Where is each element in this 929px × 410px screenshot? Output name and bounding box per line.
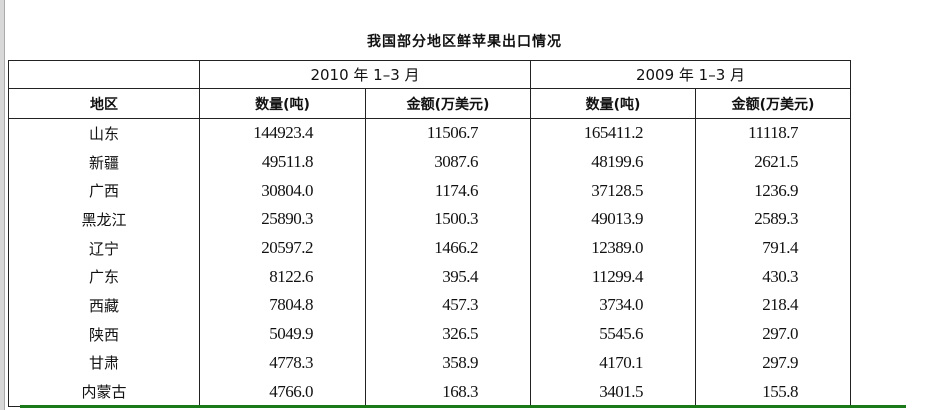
qty-2009-cell: 3401.5 xyxy=(530,377,696,407)
qty-2010-cell: 7804.8 xyxy=(199,291,366,320)
amt-2010-cell: 168.3 xyxy=(365,377,531,407)
table-row: 辽宁 20597.2 1466.2 12389.0 791.4 xyxy=(8,233,851,263)
qty-2010-cell: 4766.0 xyxy=(199,377,366,407)
amt-2010-cell: 326.5 xyxy=(365,319,531,349)
amt-2009-cell: 2589.3 xyxy=(695,205,851,234)
region-cell: 山东 xyxy=(8,118,200,148)
apple-export-table: 2010 年 1–3 月 2009 年 1–3 月 地区 数量(吨) 金额(万美… xyxy=(8,60,851,407)
qty-2010-cell: 25890.3 xyxy=(199,205,366,234)
column-header-row: 地区 数量(吨) 金额(万美元) 数量(吨) 金额(万美元) xyxy=(8,88,851,119)
amt-2010-header: 金额(万美元) xyxy=(365,88,531,119)
table-row: 新疆 49511.8 3087.6 48199.6 2621.5 xyxy=(8,147,851,177)
period-2010-header: 2010 年 1–3 月 xyxy=(199,60,531,89)
amt-2010-cell: 358.9 xyxy=(365,348,531,378)
period-2009-header: 2009 年 1–3 月 xyxy=(530,60,851,89)
qty-2009-cell: 49013.9 xyxy=(530,205,696,234)
table-title: 我国部分地区鲜苹果出口情况 xyxy=(367,34,562,50)
qty-2010-cell: 144923.4 xyxy=(199,118,366,148)
qty-2010-cell: 49511.8 xyxy=(199,147,366,177)
amt-2009-cell: 297.0 xyxy=(695,319,851,349)
amt-2010-cell: 11506.7 xyxy=(365,118,531,148)
amt-2010-cell: 457.3 xyxy=(365,291,531,320)
region-cell: 广西 xyxy=(8,176,200,206)
table-row: 广东 8122.6 395.4 11299.4 430.3 xyxy=(8,262,851,292)
amt-2010-cell: 395.4 xyxy=(365,262,531,292)
region-cell: 辽宁 xyxy=(8,233,200,263)
amt-2009-header: 金额(万美元) xyxy=(695,88,851,119)
region-header: 地区 xyxy=(8,88,200,119)
qty-2009-cell: 48199.6 xyxy=(530,147,696,177)
amt-2010-cell: 1466.2 xyxy=(365,233,531,263)
qty-2009-cell: 3734.0 xyxy=(530,291,696,320)
amt-2010-cell: 3087.6 xyxy=(365,147,531,177)
qty-2009-cell: 11299.4 xyxy=(530,262,696,292)
qty-2009-cell: 37128.5 xyxy=(530,176,696,206)
amt-2009-cell: 791.4 xyxy=(695,233,851,263)
qty-2009-cell: 165411.2 xyxy=(530,118,696,148)
qty-2010-cell: 4778.3 xyxy=(199,348,366,378)
amt-2009-cell: 11118.7 xyxy=(695,118,851,148)
period-header-row: 2010 年 1–3 月 2009 年 1–3 月 xyxy=(8,60,851,89)
region-cell: 甘肃 xyxy=(8,348,200,378)
table-row: 黑龙江 25890.3 1500.3 49013.9 2589.3 xyxy=(8,205,851,234)
qty-2009-cell: 5545.6 xyxy=(530,319,696,349)
region-cell: 西藏 xyxy=(8,291,200,320)
green-divider-line xyxy=(20,405,906,408)
amt-2009-cell: 430.3 xyxy=(695,262,851,292)
table-row: 甘肃 4778.3 358.9 4170.1 297.9 xyxy=(8,348,851,378)
qty-2010-cell: 20597.2 xyxy=(199,233,366,263)
table-row: 陕西 5049.9 326.5 5545.6 297.0 xyxy=(8,319,851,349)
qty-2010-cell: 8122.6 xyxy=(199,262,366,292)
amt-2009-cell: 1236.9 xyxy=(695,176,851,206)
region-cell: 新疆 xyxy=(8,147,200,177)
window-left-edge xyxy=(0,0,5,410)
table-row: 内蒙古 4766.0 168.3 3401.5 155.8 xyxy=(8,377,851,407)
qty-2010-cell: 5049.9 xyxy=(199,319,366,349)
empty-header-cell xyxy=(8,60,200,89)
table-row: 山东 144923.4 11506.7 165411.2 11118.7 xyxy=(8,118,851,148)
qty-2010-header: 数量(吨) xyxy=(199,88,366,119)
amt-2010-cell: 1174.6 xyxy=(365,176,531,206)
region-cell: 陕西 xyxy=(8,319,200,349)
amt-2009-cell: 2621.5 xyxy=(695,147,851,177)
region-cell: 内蒙古 xyxy=(8,377,200,407)
amt-2009-cell: 297.9 xyxy=(695,348,851,378)
region-cell: 黑龙江 xyxy=(8,205,200,234)
qty-2010-cell: 30804.0 xyxy=(199,176,366,206)
qty-2009-header: 数量(吨) xyxy=(530,88,696,119)
amt-2009-cell: 218.4 xyxy=(695,291,851,320)
qty-2009-cell: 12389.0 xyxy=(530,233,696,263)
amt-2009-cell: 155.8 xyxy=(695,377,851,407)
amt-2010-cell: 1500.3 xyxy=(365,205,531,234)
table-row: 广西 30804.0 1174.6 37128.5 1236.9 xyxy=(8,176,851,206)
qty-2009-cell: 4170.1 xyxy=(530,348,696,378)
region-cell: 广东 xyxy=(8,262,200,292)
table-row: 西藏 7804.8 457.3 3734.0 218.4 xyxy=(8,291,851,320)
